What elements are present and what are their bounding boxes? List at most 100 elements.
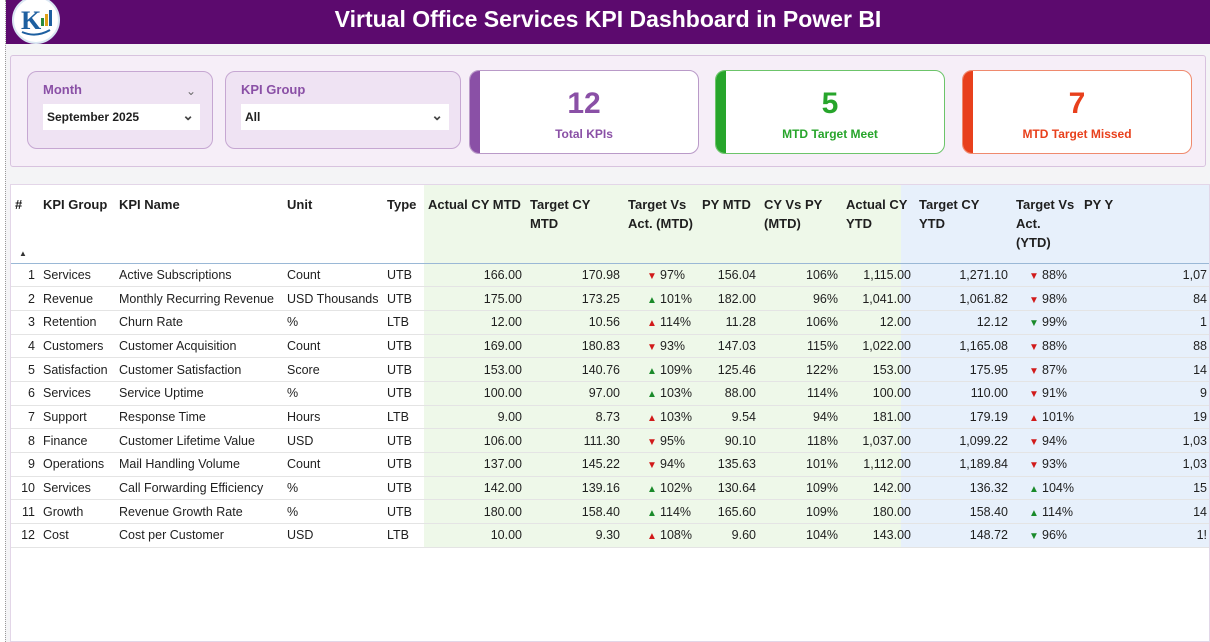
row-number: 3 xyxy=(11,310,39,335)
filter-panel: Month ⌄ September 2025 ⌄ KPI Group All ⌄… xyxy=(10,55,1206,167)
cy-vs-py-mtd-cell: 114% xyxy=(760,381,842,406)
table-row[interactable]: 12 Cost Cost per Customer USD LTB 10.00 9.30 ▲ 1… xyxy=(11,523,1209,548)
percent-value: 103% xyxy=(660,386,692,401)
kpi-name-cell: Call Forwarding Efficiency xyxy=(115,476,283,501)
actual-cy-mtd-cell: 175.00 xyxy=(424,286,526,311)
cy-vs-py-mtd-cell: 109% xyxy=(760,476,842,501)
target-vs-act-ytd-cell: ▼ 96% xyxy=(1012,523,1080,548)
total-kpis-label: Total KPIs xyxy=(555,127,613,141)
total-kpis-card: 12 Total KPIs xyxy=(469,70,699,154)
dropdown-arrow-icon[interactable]: ⌄ xyxy=(182,107,194,123)
py-mtd-cell: 130.64 xyxy=(698,476,760,501)
column-header[interactable]: KPI Group xyxy=(39,185,115,264)
target-vs-act-mtd-cell: ▲ 109% xyxy=(624,357,698,382)
actual-cy-ytd-cell: 100.00 xyxy=(842,381,915,406)
table-row[interactable]: 8 Finance Customer Lifetime Value USD UTB 106… xyxy=(11,428,1209,453)
sort-ascending-icon[interactable]: ▲ xyxy=(19,249,27,258)
table-row[interactable]: 1 Services Active Subscriptions Count UTB 166… xyxy=(11,263,1209,288)
target-cy-ytd-cell: 1,271.10 xyxy=(915,263,1012,288)
table-row[interactable]: 2 Revenue Monthly Recurring Revenue USD Tho… xyxy=(11,286,1209,311)
percent-value: 114% xyxy=(1042,504,1074,519)
column-header[interactable]: Target Vs Act. (YTD) xyxy=(1012,185,1080,264)
type-cell: UTB xyxy=(383,357,424,382)
kpi-table[interactable]: # KPI Group KPI Name Unit Type Actual CY MTD T… xyxy=(11,185,1209,548)
percent-value: 98% xyxy=(1042,291,1068,306)
py-mtd-cell: 147.03 xyxy=(698,334,760,359)
table-row[interactable]: 3 Retention Churn Rate% LTB 12.00 10.56 ▲ 114% 1… xyxy=(11,310,1209,335)
kpi-group-cell: Revenue xyxy=(39,286,115,311)
kpi-group-cell: Support xyxy=(39,405,115,430)
kpi-name-cell: Churn Rate xyxy=(115,310,283,335)
column-header[interactable]: Target Vs Act. (MTD) xyxy=(624,185,698,264)
percent-value: 87% xyxy=(1042,362,1068,377)
table-row[interactable]: 7 Support Response Time Hours LTB 9.00 8.73 ▲ 10… xyxy=(11,405,1209,430)
table-row[interactable]: 4 Customers Customer Acquisition Count UTB 16… xyxy=(11,334,1209,359)
target-cy-mtd-cell: 8.73 xyxy=(526,405,624,430)
target-cy-mtd-cell: 111.30 xyxy=(526,428,624,453)
percent-value: 91% xyxy=(1042,386,1068,401)
column-header[interactable]: CY Vs PY (MTD) xyxy=(760,185,842,264)
percent-value: 109% xyxy=(660,362,692,377)
percent-value: 93% xyxy=(1042,457,1068,472)
column-header[interactable]: Type xyxy=(383,185,424,264)
target-cy-mtd-cell: 170.98 xyxy=(526,263,624,288)
row-number: 1 xyxy=(11,263,39,288)
arrow-up-icon: ▲ xyxy=(647,389,657,401)
py-ytd-cell: 15 xyxy=(1080,476,1209,501)
target-cy-mtd-cell: 140.76 xyxy=(526,357,624,382)
type-cell: UTB xyxy=(383,428,424,453)
table-row[interactable]: 9 Operations Mail Handling Volume Count UTB 1… xyxy=(11,452,1209,477)
percent-value: 97% xyxy=(660,267,686,282)
arrow-up-icon: ▲ xyxy=(647,318,657,330)
total-kpis-value: 12 xyxy=(567,87,601,120)
target-cy-ytd-cell: 1,061.82 xyxy=(915,286,1012,311)
column-header[interactable]: # xyxy=(11,185,39,264)
table-row[interactable]: 10 Services Call Forwarding Efficiency% UTB… xyxy=(11,476,1209,501)
column-header[interactable]: Unit xyxy=(283,185,383,264)
month-slicer[interactable]: Month ⌄ September 2025 ⌄ xyxy=(27,71,213,149)
kpi-group-value: All xyxy=(245,110,261,124)
cy-vs-py-mtd-cell: 118% xyxy=(760,428,842,453)
unit-cell: USD xyxy=(283,428,383,453)
type-cell: UTB xyxy=(383,263,424,288)
cy-vs-py-mtd-cell: 122% xyxy=(760,357,842,382)
py-ytd-cell: 14 xyxy=(1080,499,1209,525)
chevron-down-icon[interactable]: ⌄ xyxy=(186,84,197,98)
target-cy-mtd-cell: 97.00 xyxy=(526,381,624,406)
arrow-down-icon: ▼ xyxy=(647,460,657,472)
column-header[interactable]: Target CY MTD xyxy=(526,185,624,264)
column-header[interactable]: KPI Name xyxy=(115,185,283,264)
percent-value: 103% xyxy=(660,409,692,424)
kpi-name-cell: Service Uptime xyxy=(115,381,283,406)
target-vs-act-ytd-cell: ▼ 88% xyxy=(1012,263,1080,288)
arrow-down-icon: ▼ xyxy=(1029,294,1039,306)
kpi-group-cell: Customers xyxy=(39,334,115,359)
kpi-group-slicer-label: KPI Group xyxy=(241,82,306,97)
kpi-group-cell: Services xyxy=(39,476,115,501)
arrow-down-icon: ▼ xyxy=(1029,389,1039,401)
target-cy-mtd-cell: 9.30 xyxy=(526,523,624,548)
column-header[interactable]: PY Y xyxy=(1080,185,1209,264)
kpi-table-visual[interactable]: # KPI Group KPI Name Unit Type Actual CY MTD T… xyxy=(10,184,1210,642)
month-dropdown[interactable]: September 2025 ⌄ xyxy=(43,104,200,130)
arrow-up-icon: ▲ xyxy=(647,484,657,496)
kpi-group-dropdown[interactable]: All ⌄ xyxy=(241,104,449,130)
column-header[interactable]: Actual CY MTD xyxy=(424,185,526,264)
column-header[interactable]: Target CY YTD xyxy=(915,185,1012,264)
table-row[interactable]: 5 Satisfaction Customer Satisfaction Score U… xyxy=(11,357,1209,382)
type-cell: LTB xyxy=(383,523,424,548)
column-header[interactable]: Actual CY YTD xyxy=(842,185,915,264)
unit-cell: Hours xyxy=(283,405,383,430)
actual-cy-mtd-cell: 106.00 xyxy=(424,428,526,453)
row-number: 5 xyxy=(11,357,39,382)
actual-cy-mtd-cell: 10.00 xyxy=(424,523,526,548)
table-row[interactable]: 11 Growth Revenue Growth Rate% UTB 180.00 158… xyxy=(11,499,1209,525)
kpi-name-cell: Customer Acquisition xyxy=(115,334,283,359)
cy-vs-py-mtd-cell: 104% xyxy=(760,523,842,548)
target-vs-act-ytd-cell: ▲ 104% xyxy=(1012,476,1080,501)
column-header[interactable]: PY MTD xyxy=(698,185,760,264)
dropdown-arrow-icon[interactable]: ⌄ xyxy=(431,107,443,123)
arrow-down-icon: ▼ xyxy=(1029,365,1039,377)
kpi-group-slicer[interactable]: KPI Group All ⌄ xyxy=(225,71,461,149)
table-row[interactable]: 6 Services Service Uptime% UTB 100.00 97.00 ▲ 1… xyxy=(11,381,1209,406)
